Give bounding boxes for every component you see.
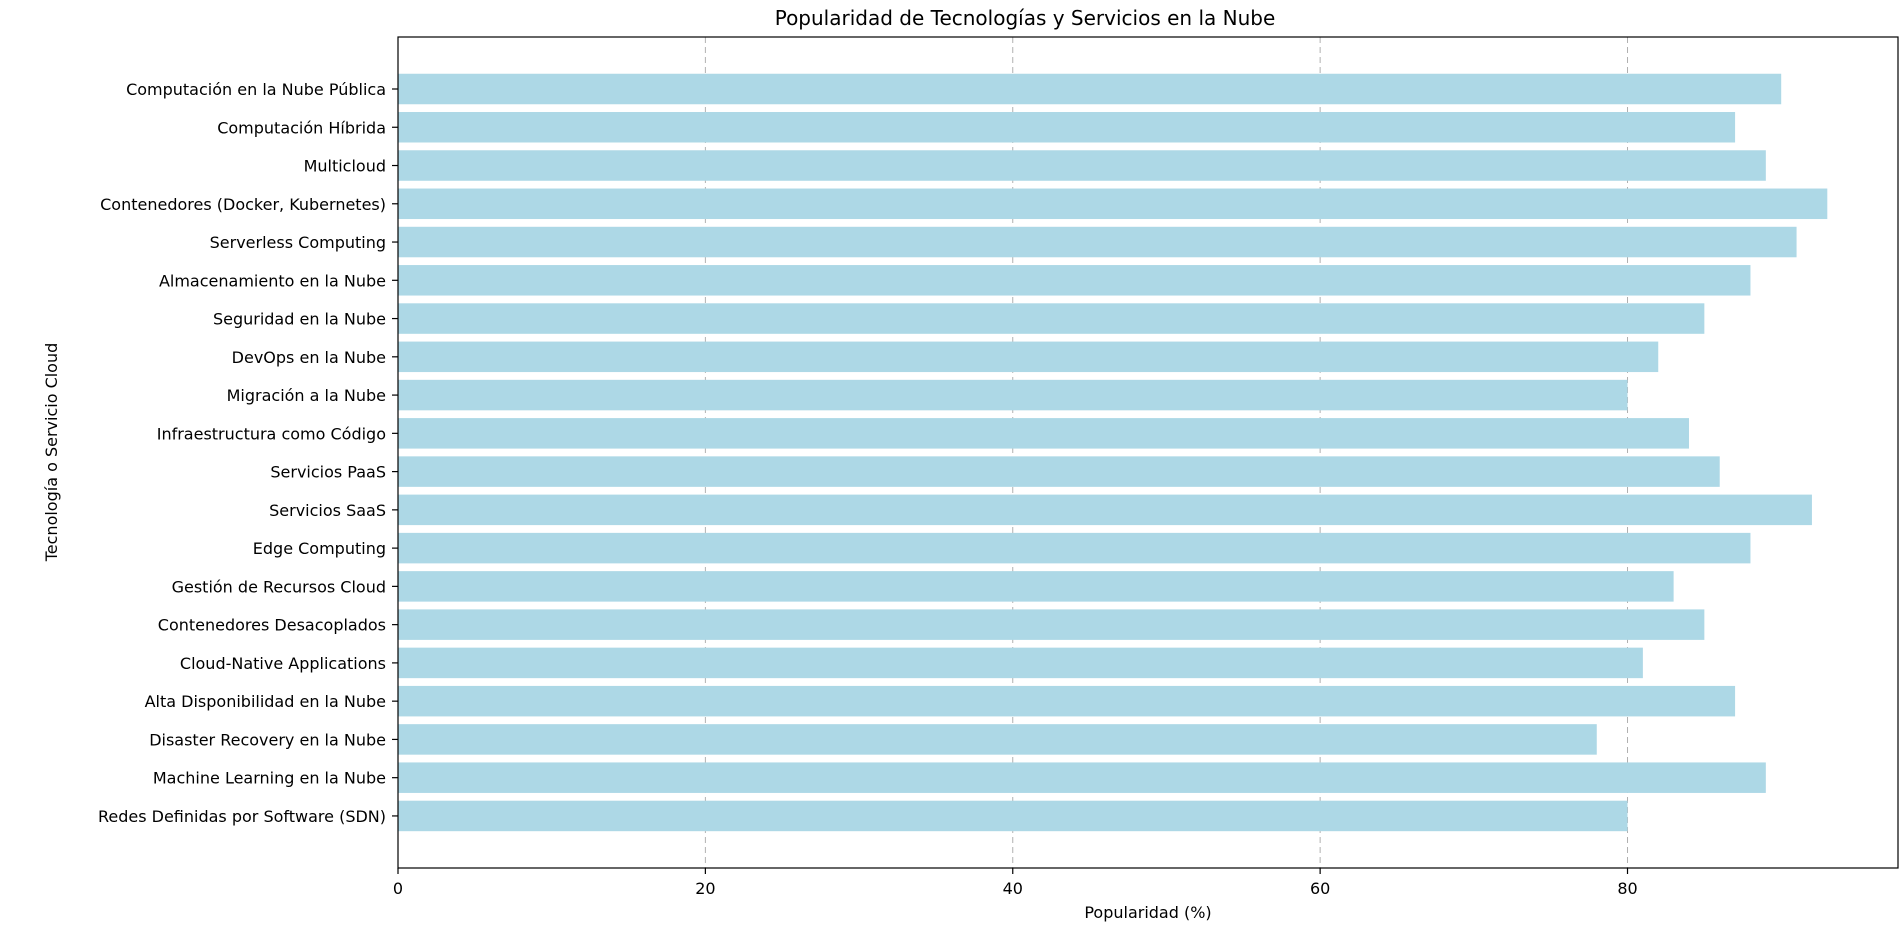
y-axis-ticks: Computación en la Nube Pública Computació… <box>98 80 398 826</box>
x-tick-label: 0 <box>393 879 403 898</box>
y-tick-label: Alta Disponibilidad en la Nube <box>145 692 386 711</box>
y-tick-label: Serverless Computing <box>210 233 386 252</box>
bar <box>398 800 1628 832</box>
bar <box>398 265 1751 296</box>
y-tick-label: Computación Híbrida <box>217 118 386 137</box>
plot-frame <box>397 36 1899 869</box>
x-tick-label: 60 <box>1310 879 1330 898</box>
y-tick-label: Edge Computing <box>253 539 386 558</box>
x-tick-label: 80 <box>1617 879 1637 898</box>
y-tick-label: Servicios SaaS <box>269 501 386 520</box>
bars <box>398 73 1828 832</box>
y-tick-label: Contenedores Desacoplados <box>158 616 386 635</box>
y-tick-label: Contenedores (Docker, Kubernetes) <box>100 195 386 214</box>
x-tick-label: 40 <box>1003 879 1023 898</box>
bar <box>398 188 1828 220</box>
bar <box>398 532 1751 564</box>
bar <box>398 456 1720 487</box>
bar <box>398 571 1674 602</box>
bar <box>398 609 1705 640</box>
y-axis-label: Tecnología o Servicio Cloud <box>42 343 61 563</box>
bar <box>398 303 1705 334</box>
bar <box>398 150 1766 181</box>
x-axis-ticks: 0 20 40 60 80 <box>393 868 1638 898</box>
y-tick-label: Cloud-Native Applications <box>180 654 386 673</box>
y-tick-label: Seguridad en la Nube <box>213 310 386 329</box>
y-tick-label: Computación en la Nube Pública <box>126 80 386 99</box>
bar <box>398 341 1659 373</box>
x-axis-label: Popularidad (%) <box>1084 903 1211 922</box>
y-tick-label: Migración a la Nube <box>227 386 386 405</box>
bar <box>398 647 1643 679</box>
y-tick-label: Gestión de Recursos Cloud <box>172 577 386 596</box>
bar <box>398 418 1689 449</box>
bar <box>398 724 1597 755</box>
y-tick-label: Infraestructura como Código <box>157 424 386 443</box>
bar <box>398 73 1782 105</box>
y-tick-label: Almacenamiento en la Nube <box>159 271 386 290</box>
x-tick-label: 20 <box>695 879 715 898</box>
y-tick-label: Machine Learning en la Nube <box>153 769 386 788</box>
bar <box>398 762 1766 793</box>
y-tick-label: Servicios PaaS <box>270 463 386 482</box>
bar <box>398 379 1628 411</box>
bar <box>398 494 1812 526</box>
chart-title: Popularidad de Tecnologías y Servicios e… <box>775 6 1276 30</box>
bar <box>398 226 1797 258</box>
y-tick-label: Redes Definidas por Software (SDN) <box>98 807 386 826</box>
y-tick-label: Disaster Recovery en la Nube <box>149 730 386 749</box>
y-tick-label: DevOps en la Nube <box>232 348 386 367</box>
bar <box>398 112 1736 143</box>
y-tick-label: Multicloud <box>304 157 386 176</box>
bar <box>398 685 1736 717</box>
